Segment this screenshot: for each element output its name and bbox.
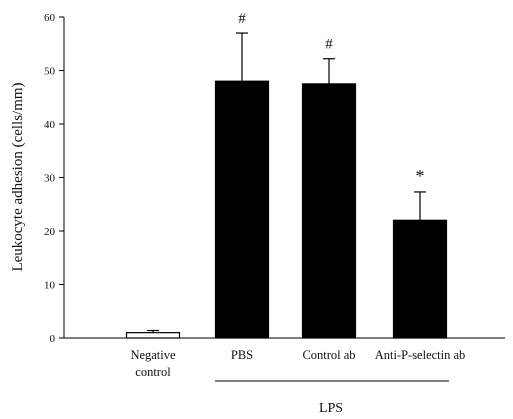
y-tick-label: 0 [50,333,56,345]
bar [392,219,448,339]
group-bracket: LPS [215,380,449,416]
group-label: LPS [319,401,343,416]
y-tick-label: 40 [44,119,56,131]
x-tick-label: PBS [231,348,253,362]
y-tick-label: 60 [44,12,56,24]
x-axis-category-labels: Negative control PBS Control ab Anti-P-selec… [130,348,465,379]
y-tick-label: 20 [44,226,56,238]
significance-marker: * [416,166,425,186]
x-tick-label: Control ab [302,348,355,362]
bars: # # * [125,11,448,339]
significance-marker: # [325,37,333,53]
y-axis-ticks: 0 10 20 30 40 50 60 [44,12,64,345]
significance-marker: # [238,11,246,27]
bar [214,80,270,339]
x-tick-label: Anti-P-selectin ab [375,348,466,362]
y-tick-label: 10 [44,280,56,292]
x-tick-label: Negative [130,348,176,362]
y-tick-label: 30 [44,173,56,185]
bar [125,332,181,339]
x-tick-label: control [135,365,171,379]
bar [301,83,357,339]
y-tick-label: 50 [44,66,56,78]
y-axis-label: Leukocyte adhesion (cells/mm) [10,82,26,271]
